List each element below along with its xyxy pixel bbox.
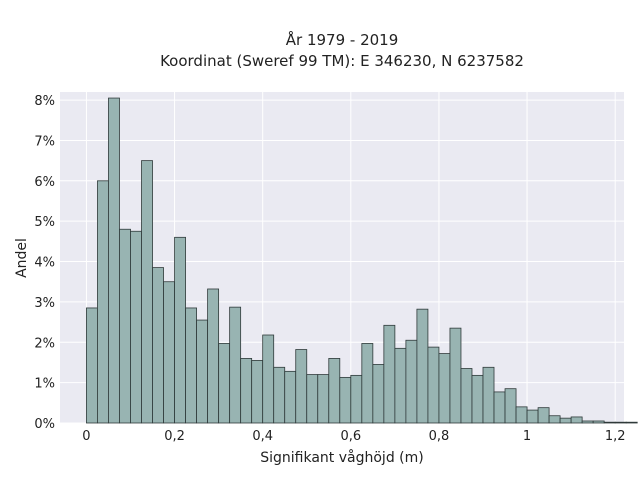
histogram-bar [174,236,186,424]
histogram-bar [559,417,572,424]
histogram-bar [548,415,561,424]
y-tick-label: 0% [34,417,55,432]
histogram-bar [229,306,242,424]
histogram-bar [339,376,352,424]
histogram-bar [394,347,407,424]
x-tick-label: 0,8 [429,429,450,444]
histogram-bar [427,346,440,424]
histogram-bar [251,360,264,424]
y-tick-label: 8% [34,94,55,109]
histogram-bar [207,288,220,424]
histogram-bar [284,370,297,424]
histogram-bar [130,230,142,424]
histogram-bar [119,228,131,424]
histogram-bar [86,307,98,424]
histogram-bar [152,267,164,424]
histogram-bar [97,180,109,424]
histogram-bar [603,421,616,424]
histogram-bar [581,420,594,424]
histogram-bar [372,364,385,424]
histogram-bar [625,421,638,424]
y-tick-label: 5% [34,215,55,230]
y-tick-label: 2% [34,336,55,351]
histogram-bar [108,97,120,424]
histogram-bar [328,358,341,424]
x-tick-label: 1,2 [605,429,626,444]
x-tick-label: 0,4 [252,429,273,444]
histogram-bar [493,391,506,424]
y-tick-label: 4% [34,256,55,271]
histogram-bar [141,160,153,424]
histogram-bar [515,406,528,424]
histogram-bar [482,366,495,424]
histogram-bar [405,339,418,424]
histogram-bar [471,374,484,424]
histogram-bar [460,368,473,424]
histogram-bar [350,374,363,424]
histogram-bar [416,308,429,424]
y-tick-label: 6% [34,175,55,190]
histogram-bar [526,409,539,424]
x-tick-label: 0 [82,429,90,444]
chart-title-line-1: År 1979 - 2019 [286,30,399,49]
histogram-bar [383,324,396,424]
histogram-bar [262,334,275,424]
y-axis-label: Andel [14,238,30,278]
x-tick-labels: 0 0,2 0,4 0,6 0,8 1 1,2 [82,429,625,444]
y-tick-label: 1% [34,377,55,392]
y-tick-label: 7% [34,134,55,149]
histogram-bar [218,343,231,424]
histogram-bar [317,374,330,424]
x-tick-label: 0,2 [164,429,185,444]
histogram-bar [295,349,308,424]
y-tick-labels: 0% 1% 2% 3% 4% 5% 6% 7% 8% [34,94,55,432]
histogram-bars [86,97,638,424]
x-tick-label: 0,6 [340,429,361,444]
histogram-bar [196,319,209,424]
histogram-bar [273,366,286,424]
histogram-bar [570,416,583,424]
histogram-bar [185,307,197,424]
histogram-bar [449,327,462,424]
histogram-bar [614,421,627,424]
histogram-bar [306,374,319,424]
histogram-bar [361,343,374,424]
histogram-bar [504,388,517,424]
histogram-bar [240,358,253,424]
x-axis-label: Signifikant våghöjd (m) [260,449,423,466]
histogram-bar [163,281,175,424]
histogram-bar [438,353,451,424]
chart-title-line-2: Koordinat (Sweref 99 TM): E 346230, N 62… [160,52,524,70]
histogram-bar [537,407,550,424]
histogram-bar [592,420,605,424]
x-tick-label: 1 [523,429,531,444]
y-tick-label: 3% [34,296,55,311]
